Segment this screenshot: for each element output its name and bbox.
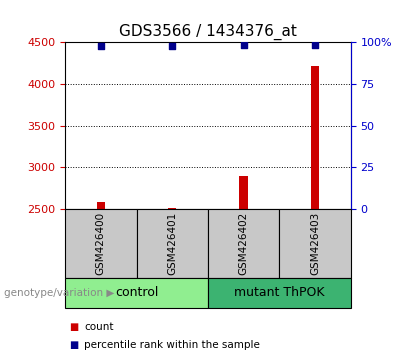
Text: ■: ■ [69,322,79,332]
Text: GSM426400: GSM426400 [96,212,106,275]
Bar [136,209,208,278]
Bar [239,176,248,209]
Point [97,44,104,49]
Text: GSM426402: GSM426402 [239,212,249,275]
Bar [168,208,176,209]
Title: GDS3566 / 1434376_at: GDS3566 / 1434376_at [119,23,297,40]
Text: GSM426403: GSM426403 [310,212,320,275]
Bar [97,202,105,209]
Bar [65,209,136,278]
Bar [208,209,279,278]
Bar [279,209,351,278]
Text: count: count [84,322,113,332]
Text: control: control [115,286,158,299]
Bar [311,66,319,209]
Text: genotype/variation ▶: genotype/variation ▶ [4,288,115,298]
Text: mutant ThPOK: mutant ThPOK [234,286,325,299]
Bar [65,278,208,308]
Point [240,42,247,48]
Text: ■: ■ [69,340,79,350]
Text: percentile rank within the sample: percentile rank within the sample [84,340,260,350]
Point [312,42,318,48]
Point [169,44,176,49]
Bar [208,278,351,308]
Text: GSM426401: GSM426401 [167,212,177,275]
